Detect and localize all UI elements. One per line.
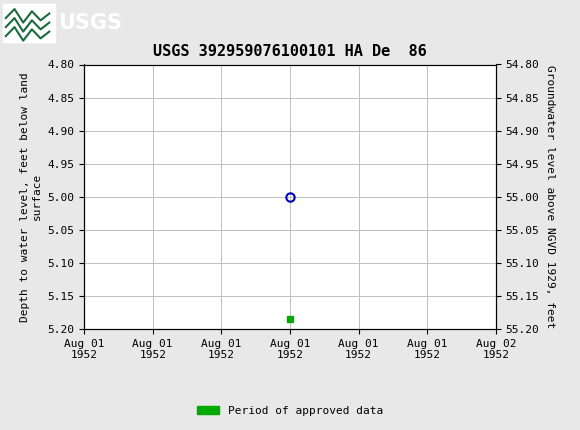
Title: USGS 392959076100101 HA De  86: USGS 392959076100101 HA De 86 — [153, 44, 427, 59]
Y-axis label: Depth to water level, feet below land
surface: Depth to water level, feet below land su… — [20, 72, 42, 322]
Y-axis label: Groundwater level above NGVD 1929, feet: Groundwater level above NGVD 1929, feet — [545, 65, 555, 329]
Text: USGS: USGS — [58, 12, 122, 33]
Legend: Period of approved data: Period of approved data — [193, 401, 387, 420]
Bar — [3, 3, 55, 42]
